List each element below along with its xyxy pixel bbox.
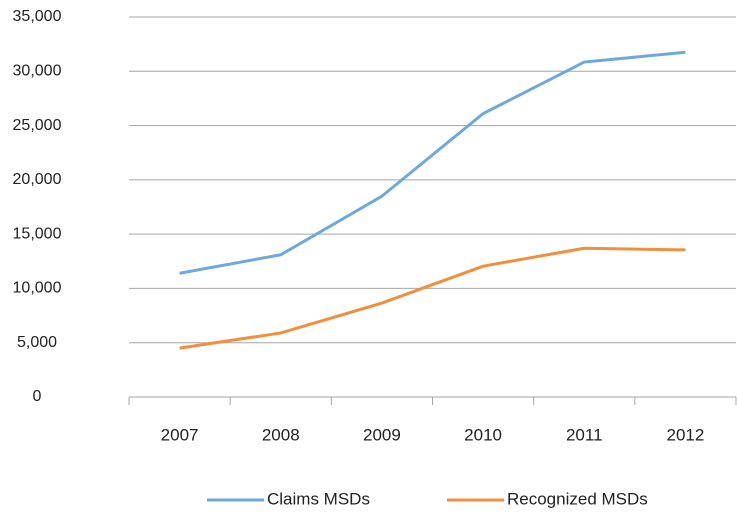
y-tick-label: 10,000	[13, 280, 62, 297]
legend-label: Claims MSDs	[267, 489, 370, 508]
series-line	[179, 50, 686, 275]
y-tick-label: 25,000	[13, 117, 62, 134]
y-tick-label: 35,000	[13, 8, 62, 25]
x-tick-label: 2007	[161, 425, 199, 444]
y-tick-label: 30,000	[13, 63, 62, 80]
legend-label: Recognized MSDs	[507, 489, 648, 508]
series-line	[179, 246, 686, 350]
x-tick-label: 2008	[262, 425, 300, 444]
x-tick-label: 2011	[566, 425, 603, 444]
x-tick-label: 2009	[363, 425, 401, 444]
y-tick-label: 0	[33, 388, 42, 405]
x-tick-label: 2012	[667, 425, 705, 444]
x-tick-label: 2010	[464, 425, 502, 444]
y-tick-label: 20,000	[13, 171, 62, 188]
y-tick-label: 5,000	[17, 334, 57, 351]
y-tick-label: 15,000	[13, 225, 62, 242]
